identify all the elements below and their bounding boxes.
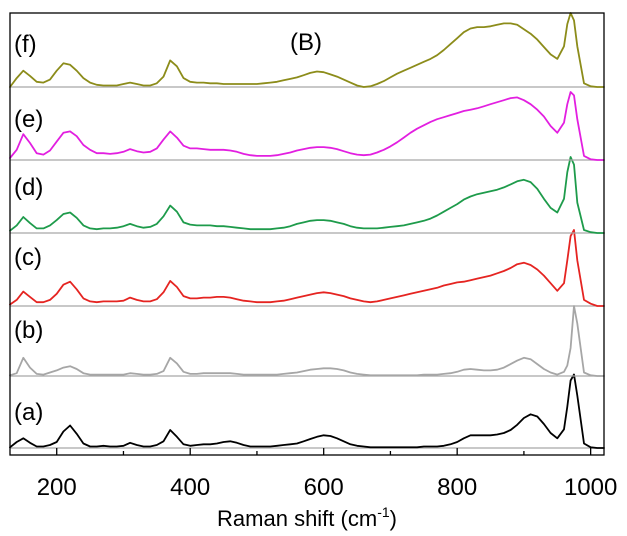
series-label-f: (f) [14,31,37,58]
x-tick-label-600: 600 [304,474,344,501]
x-tick-label-200: 200 [37,474,77,501]
x-axis-title: Raman shift (cm-1) [217,504,397,531]
plot-frame [9,12,605,456]
series-label-e: (e) [14,106,43,133]
x-axis-title-close: ) [390,506,397,531]
series-layer: (a) (b) (c) (d) (e) (f) [9,12,605,449]
x-axis-title-text: Raman shift (cm [217,506,377,531]
x-tick-label-400: 400 [170,474,210,501]
series-line-e [9,91,605,161]
series-line-c [9,229,605,307]
chart-title: (B) [290,29,322,56]
x-tick-label-1000: 1000 [564,474,617,501]
x-axis-title-superscript: -1 [377,504,390,520]
series-line-d [9,156,605,234]
x-axis: 200 400 600 800 1000 [37,448,617,501]
series-label-a: (a) [14,399,43,426]
x-tick-label-800: 800 [437,474,477,501]
series-label-d: (d) [14,174,43,201]
series-line-f [9,12,605,88]
series-line-a [9,373,605,449]
series-line-b [9,305,605,377]
series-label-b: (b) [14,317,43,344]
series-label-c: (c) [14,244,42,271]
